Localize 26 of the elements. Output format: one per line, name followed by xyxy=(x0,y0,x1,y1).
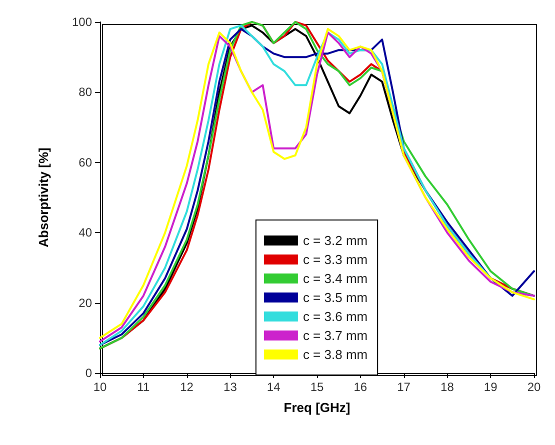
legend-label: c = 3.7 mm xyxy=(302,328,368,343)
x-tick-label: 15 xyxy=(310,380,324,394)
x-tick-label: 13 xyxy=(224,380,238,394)
y-tick-label: 60 xyxy=(78,155,92,170)
x-axis-title: Freq [GHz] xyxy=(284,400,350,415)
x-tick-label: 18 xyxy=(440,380,454,394)
legend-label: c = 3.6 mm xyxy=(302,309,368,324)
legend-label: c = 3.5 mm xyxy=(302,290,368,305)
x-tick-label: 16 xyxy=(354,380,368,394)
legend-label: c = 3.3 mm xyxy=(302,252,368,267)
legend-label: c = 3.4 mm xyxy=(302,271,368,286)
x-tick-label: 12 xyxy=(180,380,194,394)
legend-label: c = 3.8 mm xyxy=(302,347,368,362)
y-tick-label: 0 xyxy=(85,366,92,380)
legend-label: c = 3.2 mm xyxy=(302,233,368,248)
y-tick-label: 100 xyxy=(72,15,92,29)
y-axis-title: Absorptivity [%] xyxy=(36,148,51,248)
x-tick-label: 17 xyxy=(397,380,411,394)
x-tick-label: 14 xyxy=(266,380,281,394)
y-tick-label: 40 xyxy=(78,226,92,240)
y-tick-label: 20 xyxy=(78,296,92,310)
x-tick-label: 20 xyxy=(527,380,541,394)
x-tick-label: 10 xyxy=(93,380,107,394)
x-tick-label: 19 xyxy=(484,380,498,394)
x-tick-label: 11 xyxy=(137,380,150,394)
y-tick-label: 80 xyxy=(78,85,92,100)
